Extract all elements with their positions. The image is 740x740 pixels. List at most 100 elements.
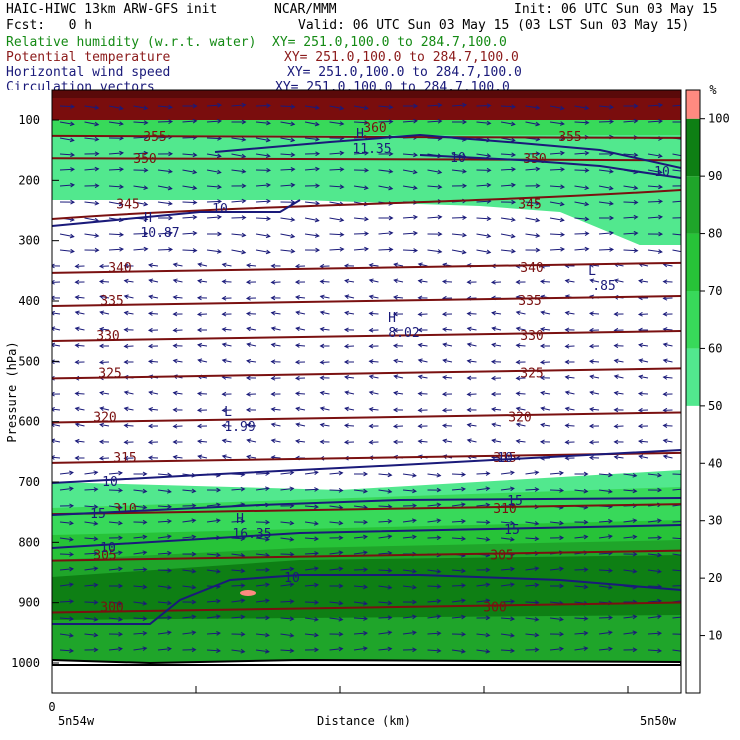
wind-vector-head xyxy=(289,616,295,622)
colorbar-tick-label: 80 xyxy=(708,227,722,241)
wind-vector-head xyxy=(490,391,496,397)
wind-vector-head xyxy=(192,169,198,175)
wind-vector-head xyxy=(216,487,222,493)
wind-vector-head xyxy=(142,519,148,525)
wind-vector-head xyxy=(658,102,664,108)
wind-vector xyxy=(476,472,490,475)
wind-vector-head xyxy=(168,215,174,221)
wind-vector-head xyxy=(656,614,662,619)
wind-vector-head xyxy=(461,168,467,174)
wind-vector xyxy=(255,217,271,220)
wind-vector-head xyxy=(270,326,276,332)
wind-vector xyxy=(614,456,624,459)
wind-vector-head xyxy=(172,390,178,396)
wind-vector-head xyxy=(52,359,55,365)
wind-vector-head xyxy=(74,326,80,332)
wind-vector-head xyxy=(123,359,129,365)
wind-vector-head xyxy=(314,105,320,110)
wind-vector-head xyxy=(413,103,419,109)
wind-vector-head xyxy=(148,262,153,268)
wind-vector-head xyxy=(196,311,202,317)
wind-vector xyxy=(182,249,197,252)
wind-vector xyxy=(402,169,417,174)
wind-vector xyxy=(500,217,515,221)
wind-vector-head xyxy=(510,470,515,476)
wind-vector-head xyxy=(613,343,619,349)
wind-vector-head xyxy=(461,568,466,574)
wind-vector xyxy=(402,616,416,619)
wind-vector xyxy=(157,489,171,493)
wind-vector xyxy=(124,280,134,283)
wind-vector xyxy=(222,280,232,283)
wind-vector-head xyxy=(94,151,100,157)
wind-vector xyxy=(304,121,319,126)
wind-vector xyxy=(394,392,404,395)
wind-vector xyxy=(549,185,564,188)
wind-vector xyxy=(476,217,491,220)
wind-vector-head xyxy=(510,616,515,622)
wind-vector xyxy=(329,233,344,236)
wind-vector xyxy=(280,583,294,587)
wind-vector-head xyxy=(392,407,398,413)
wind-vector xyxy=(304,233,319,237)
wind-vector-head xyxy=(216,153,222,159)
wind-vector xyxy=(108,168,124,171)
wind-vector xyxy=(173,359,183,363)
wind-vector-head xyxy=(510,121,516,127)
wind-vector xyxy=(442,424,453,427)
wind-vector xyxy=(500,249,515,252)
wind-vector xyxy=(329,601,343,605)
wind-vector-head xyxy=(613,311,619,317)
wind-vector-head xyxy=(52,342,56,348)
theta-contour-label: 345 xyxy=(518,197,541,212)
wind-vector-head xyxy=(491,407,496,412)
wind-vector xyxy=(353,551,367,555)
wind-vector xyxy=(672,104,681,107)
wind-vector xyxy=(614,375,624,379)
wind-vector-head xyxy=(412,488,417,494)
wind-vector xyxy=(255,472,270,475)
wind-vector-head xyxy=(388,104,394,110)
wind-vector-head xyxy=(270,342,276,348)
wind-vector-head xyxy=(363,471,369,477)
wind-vector xyxy=(124,391,134,395)
wind-contour-label: 10 xyxy=(212,202,228,217)
wind-vector xyxy=(549,472,563,475)
wind-vector-head xyxy=(564,310,570,316)
wind-contour xyxy=(419,154,681,179)
wind-vector-head xyxy=(94,200,100,206)
wind-vector-head xyxy=(245,407,251,413)
wind-vector-head xyxy=(534,616,540,622)
colorbar-segment xyxy=(686,90,700,119)
wind-vector-head xyxy=(437,249,443,254)
wind-vector xyxy=(231,584,245,587)
wind-vector-head xyxy=(564,343,570,349)
wind-vector-head xyxy=(98,455,104,461)
wind-vector xyxy=(329,472,343,475)
wind-vector-head xyxy=(462,102,467,108)
wind-vector xyxy=(492,423,502,427)
wind-vector xyxy=(100,311,110,315)
wind-vector xyxy=(222,439,232,443)
wind-vector-head xyxy=(412,169,418,175)
wind-vector-head xyxy=(168,104,173,110)
field-xy-rh: XY= 251.0,100.0 to 284.7,100.0 xyxy=(272,35,507,50)
wind-vector xyxy=(378,105,393,108)
wind-vector-head xyxy=(294,343,300,348)
wind-vector xyxy=(75,311,85,315)
wind-vector-head xyxy=(632,630,638,636)
stratosphere-dark xyxy=(52,90,681,98)
wind-vector xyxy=(206,249,221,253)
colorbar-segment xyxy=(686,348,700,406)
wind-vector xyxy=(369,391,379,395)
wind-vector-head xyxy=(314,121,320,127)
wind-vector xyxy=(574,185,589,189)
wind-vector xyxy=(476,537,490,541)
wind-vector-head xyxy=(338,616,344,622)
y-tick-label: 100 xyxy=(18,113,40,127)
wind-vector xyxy=(427,585,441,588)
wind-vector-head xyxy=(584,105,590,111)
wind-vector-head xyxy=(490,279,496,285)
wind-vector-head xyxy=(289,486,295,492)
